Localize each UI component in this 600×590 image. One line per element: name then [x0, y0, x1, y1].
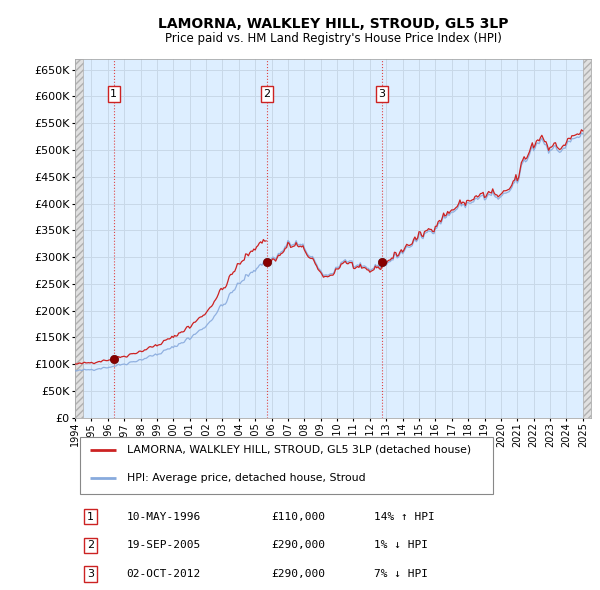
Text: LAMORNA, WALKLEY HILL, STROUD, GL5 3LP: LAMORNA, WALKLEY HILL, STROUD, GL5 3LP — [158, 17, 508, 31]
Text: Price paid vs. HM Land Registry's House Price Index (HPI): Price paid vs. HM Land Registry's House … — [164, 32, 502, 45]
Bar — [75, 59, 83, 418]
Bar — [80, 437, 493, 494]
Text: 1% ↓ HPI: 1% ↓ HPI — [374, 540, 428, 550]
Text: 14% ↑ HPI: 14% ↑ HPI — [374, 512, 435, 522]
Text: 10-MAY-1996: 10-MAY-1996 — [127, 512, 201, 522]
Text: 3: 3 — [379, 89, 386, 99]
Bar — [583, 59, 591, 418]
Text: 19-SEP-2005: 19-SEP-2005 — [127, 540, 201, 550]
Text: £290,000: £290,000 — [271, 540, 325, 550]
Text: HPI: Average price, detached house, Stroud: HPI: Average price, detached house, Stro… — [127, 474, 365, 483]
Text: £290,000: £290,000 — [271, 569, 325, 579]
Text: 3: 3 — [87, 569, 94, 579]
Text: 1: 1 — [110, 89, 118, 99]
Text: 7% ↓ HPI: 7% ↓ HPI — [374, 569, 428, 579]
Text: 1: 1 — [87, 512, 94, 522]
Text: 2: 2 — [87, 540, 94, 550]
Text: LAMORNA, WALKLEY HILL, STROUD, GL5 3LP (detached house): LAMORNA, WALKLEY HILL, STROUD, GL5 3LP (… — [127, 445, 471, 455]
Text: 2: 2 — [263, 89, 271, 99]
Text: £110,000: £110,000 — [271, 512, 325, 522]
Text: 02-OCT-2012: 02-OCT-2012 — [127, 569, 201, 579]
